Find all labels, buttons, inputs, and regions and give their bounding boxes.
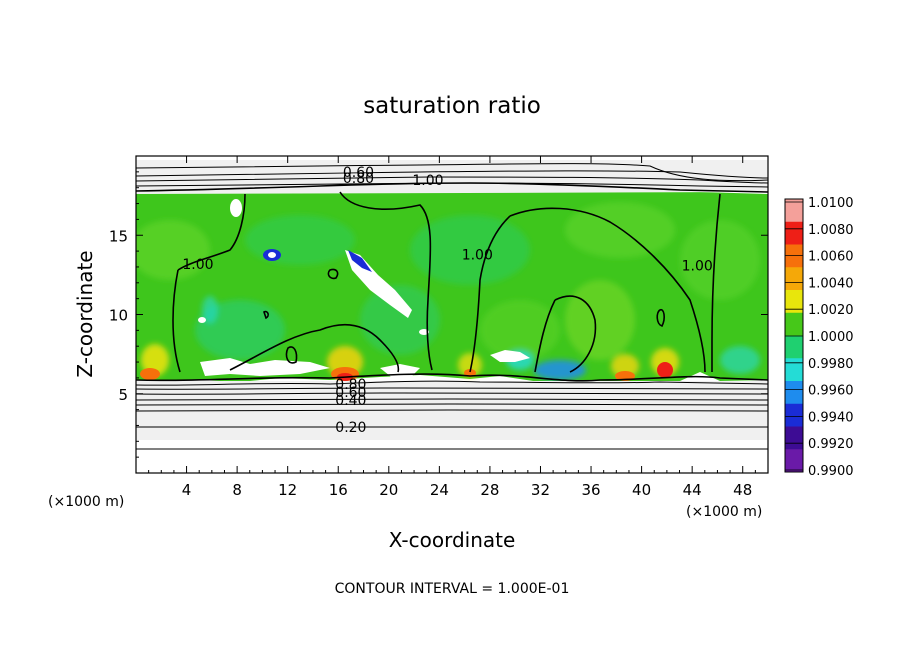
colorbar-swatch	[785, 449, 803, 473]
hot-spot	[657, 362, 673, 378]
x-unit-right: (×1000 m)	[686, 504, 762, 520]
contour-label: 0.60	[335, 385, 366, 401]
contour-label: 0.20	[335, 420, 366, 436]
contour-label: 1.00	[182, 257, 213, 273]
colorbar-label: 0.9900	[808, 464, 854, 479]
colorbar-swatch	[785, 335, 803, 359]
colorbar: 1.0100 1.0080 1.0060 1.0040 1.0020 1.0000 0.99…	[784, 196, 854, 479]
contour-label: 0.60	[343, 165, 374, 181]
x-axis-label: X-coordinate	[389, 528, 516, 552]
colorbar-label: 0.9940	[808, 410, 854, 425]
colorbar-swatch	[785, 426, 803, 450]
y-axis: 5 10 15	[109, 171, 768, 458]
colorbar-swatch	[785, 199, 803, 223]
colorbar-label: 0.9920	[808, 437, 854, 452]
colorbar-swatch	[785, 358, 803, 382]
x-tick-label: 20	[379, 481, 398, 499]
colorbar-swatch	[785, 244, 803, 268]
colorbar-label: 1.0080	[808, 223, 854, 238]
colorbar-label: 1.0040	[808, 276, 854, 291]
cold-patch	[380, 364, 420, 380]
cold-patch	[268, 252, 276, 258]
colorbar-swatch	[785, 381, 803, 405]
x-tick-label: 28	[480, 481, 499, 499]
colorbar-label: 0.9960	[808, 384, 854, 399]
colorbar-label: 1.0060	[808, 250, 854, 265]
contours-upper	[136, 163, 768, 193]
chart-title: saturation ratio	[363, 93, 541, 119]
y-axis-label: Z-coordinate	[73, 250, 97, 377]
contour-labels: 0.600.80 1.001.001.001.000.800.600.400.20	[182, 165, 712, 436]
colorbar-swatch	[785, 221, 803, 245]
colorbar-label: 1.0020	[808, 303, 854, 318]
cold-patch	[490, 350, 530, 362]
x-tick-label: 36	[581, 481, 600, 499]
cold-patch	[200, 358, 330, 376]
colorbar-label: 0.9980	[808, 357, 854, 372]
colorbar-label: 1.0000	[808, 330, 854, 345]
x-tick-label: 40	[632, 481, 651, 499]
x-unit-left: (×1000 m)	[48, 494, 124, 510]
hot-spot	[615, 371, 635, 381]
x-tick-label: 12	[278, 481, 297, 499]
contours-lower	[136, 373, 768, 450]
contours-unity	[172, 191, 721, 373]
contour-label: 0.80	[335, 377, 366, 393]
contour-label: 0.80	[343, 171, 374, 187]
contour-label: 1.00	[412, 173, 443, 189]
x-tick-label: 44	[683, 481, 702, 499]
colorbar-label: 1.0100	[808, 196, 854, 211]
plot-area	[136, 156, 768, 473]
cold-patch	[348, 250, 372, 272]
contour-label: 1.00	[682, 258, 713, 274]
y-tick-label: 10	[109, 307, 128, 325]
y-tick-label: 5	[118, 386, 128, 404]
x-axis: 4 8 12 16 20 24 28 32 36 40 44 48	[148, 156, 756, 499]
cold-patch	[230, 199, 242, 217]
field-fill	[136, 182, 768, 382]
x-tick-label: 4	[182, 481, 192, 499]
x-tick-label: 24	[430, 481, 449, 499]
colorbar-frame	[784, 198, 804, 473]
colorbar-swatch	[785, 267, 803, 291]
x-tick-label: 16	[329, 481, 348, 499]
contour-label: 0.40	[335, 393, 366, 409]
x-tick-label: 32	[531, 481, 550, 499]
contour-interval-note: CONTOUR INTERVAL = 1.000E-01	[335, 581, 570, 597]
cold-patch	[198, 317, 206, 323]
colorbar-swatch	[785, 312, 803, 336]
y-tick-label: 15	[109, 227, 128, 245]
colorbar-swatch	[785, 290, 803, 314]
x-tick-label: 48	[733, 481, 752, 499]
hot-spot	[140, 368, 160, 380]
contour-label: 1.00	[462, 247, 493, 263]
colorbar-swatch	[785, 403, 803, 427]
x-tick-label: 8	[232, 481, 242, 499]
